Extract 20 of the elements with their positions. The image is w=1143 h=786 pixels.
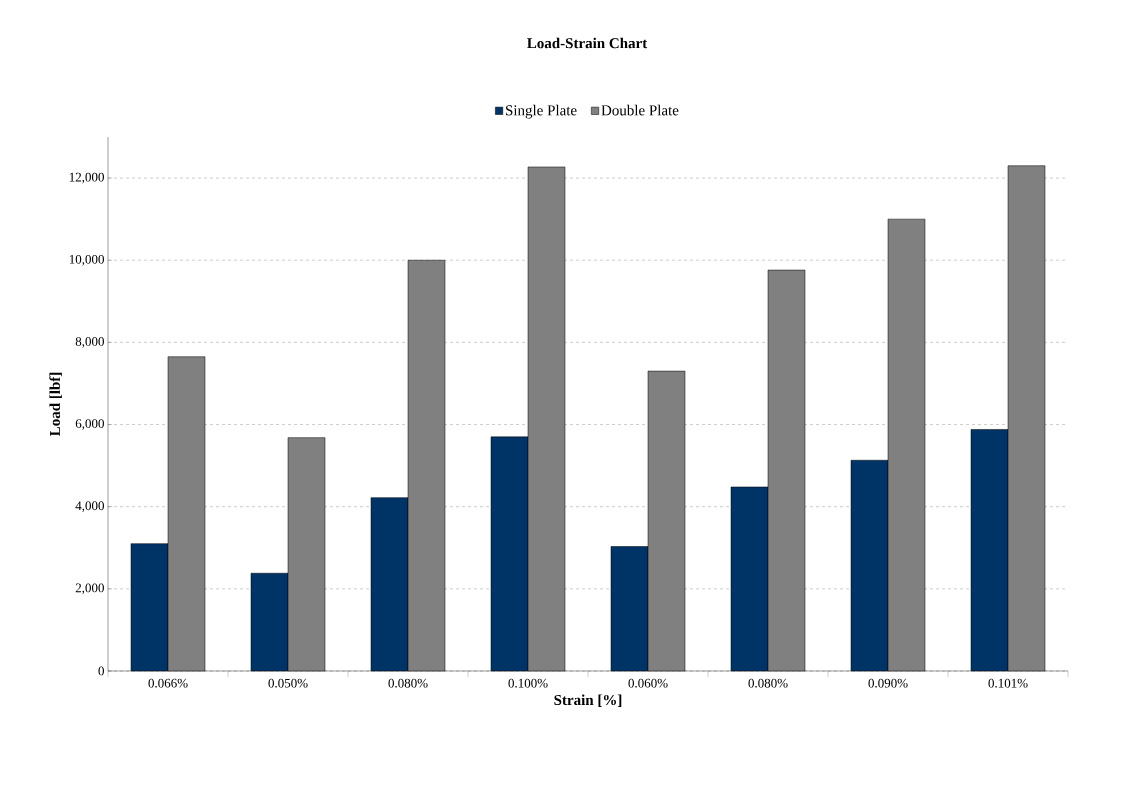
y-tick-label: 12,000 (69, 172, 104, 184)
y-tick-label: 10,000 (69, 254, 104, 266)
x-tick-label: 0.080% (388, 678, 428, 688)
legend-label: Single Plate (506, 104, 577, 119)
chart-title: Load-Strain Chart (527, 37, 648, 49)
x-tick-label: 0.101% (988, 678, 1028, 688)
y-tick-label: 0 (98, 666, 104, 676)
x-axis-title: Strain [%] (554, 694, 622, 707)
y-axis-title: Load [lbf] (49, 372, 62, 437)
x-tick-label: 0.050% (268, 678, 308, 688)
y-tick-label: 8,000 (75, 337, 104, 348)
x-tick-label: 0.080% (748, 678, 788, 688)
y-tick-label: 4,000 (75, 501, 104, 513)
x-tick-label: 0.090% (868, 678, 908, 688)
y-tick-label: 6,000 (75, 419, 104, 430)
y-tick-label: 2,000 (75, 583, 104, 595)
x-tick-label: 0.100% (508, 678, 548, 688)
legend-label: Double Plate (601, 104, 679, 116)
x-tick-label: 0.066% (148, 678, 188, 688)
x-tick-label: 0.060% (628, 678, 668, 688)
